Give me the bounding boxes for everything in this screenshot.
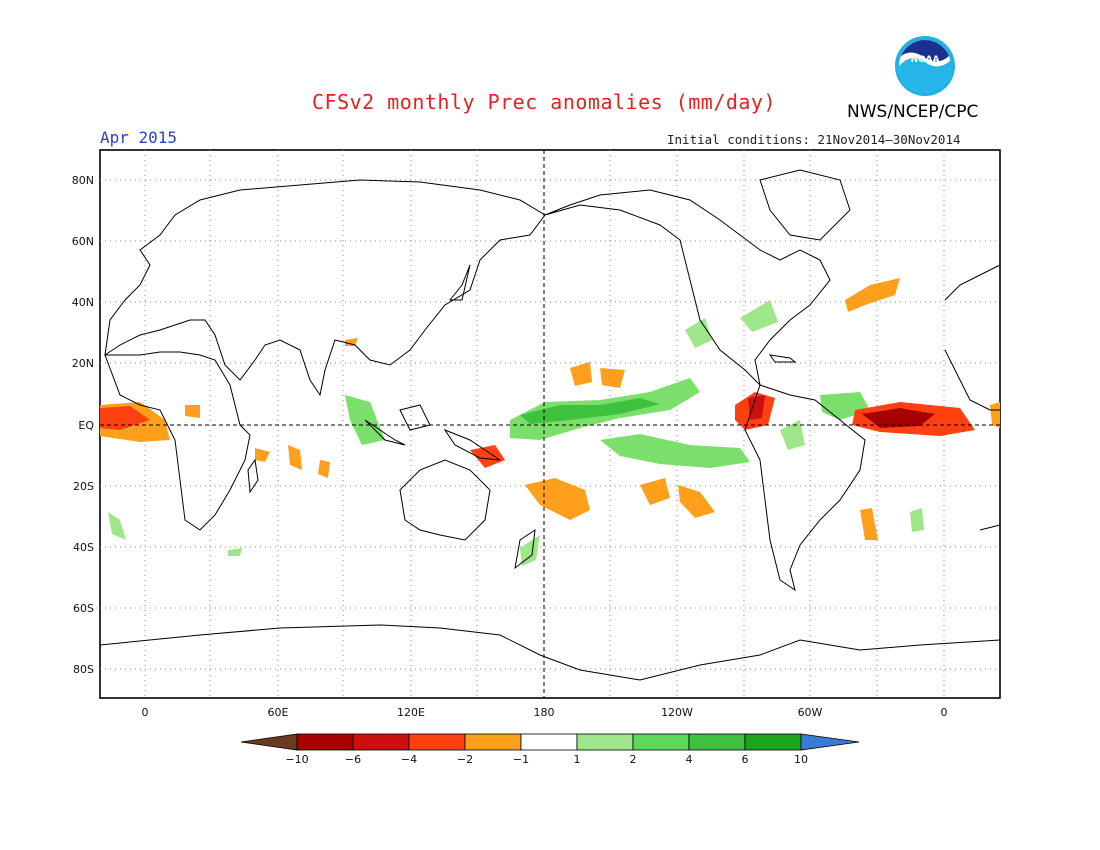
lon-label: 120W bbox=[661, 706, 693, 719]
legend-swatch bbox=[576, 733, 634, 751]
lat-axis-labels: 80N 60N 40N 20N EQ 20S 40S 60S 80S bbox=[72, 174, 95, 676]
legend-tick-label: −10 bbox=[285, 753, 308, 766]
legend-swatch bbox=[632, 733, 690, 751]
legend-swatch bbox=[296, 733, 354, 751]
lat-label: 60S bbox=[73, 602, 94, 615]
legend-tick-label: 1 bbox=[574, 753, 581, 766]
color-legend: −10 −6 −4 −2 −1 1 2 4 6 10 bbox=[240, 733, 860, 766]
noaa-logo-text: NOAA bbox=[911, 55, 940, 65]
lat-label: 80S bbox=[73, 663, 94, 676]
lon-label: 0 bbox=[142, 706, 149, 719]
legend-swatch bbox=[352, 733, 410, 751]
map-title: CFSv2 monthly Prec anomalies (mm/day) bbox=[312, 90, 777, 114]
legend-swatch bbox=[408, 733, 466, 751]
lat-label: 20N bbox=[72, 357, 94, 370]
legend-arrow-low bbox=[240, 733, 298, 751]
legend-tick-label: 6 bbox=[742, 753, 749, 766]
coastlines bbox=[99, 169, 1001, 681]
legend-tick-label: 2 bbox=[630, 753, 637, 766]
legend-swatch bbox=[688, 733, 746, 751]
initial-conditions: Initial conditions: 21Nov2014–30Nov2014 bbox=[667, 132, 961, 147]
agency-label: NWS/NCEP/CPC bbox=[847, 102, 979, 122]
legend-tick-label: −2 bbox=[457, 753, 473, 766]
lon-label: 0 bbox=[941, 706, 948, 719]
legend-tick-label: 4 bbox=[686, 753, 693, 766]
lat-label: 20S bbox=[73, 480, 94, 493]
legend-tick-label: −6 bbox=[345, 753, 361, 766]
legend-arrow-high bbox=[800, 733, 860, 751]
lon-axis-labels: 0 60E 120E 180 120W 60W 0 bbox=[142, 706, 948, 719]
legend-tick-label: −4 bbox=[401, 753, 417, 766]
lon-label: 180 bbox=[534, 706, 555, 719]
lat-label: 40N bbox=[72, 296, 94, 309]
legend-swatch bbox=[744, 733, 802, 751]
legend-swatch bbox=[520, 733, 578, 751]
lat-label: EQ bbox=[78, 419, 94, 432]
forecast-month: Apr 2015 bbox=[100, 128, 178, 147]
lon-label: 120E bbox=[397, 706, 425, 719]
lat-label: 80N bbox=[72, 174, 94, 187]
lat-label: 60N bbox=[72, 235, 94, 248]
lon-label: 60E bbox=[268, 706, 289, 719]
lon-label: 60W bbox=[798, 706, 823, 719]
legend-swatch bbox=[464, 733, 522, 751]
legend-tick-label: −1 bbox=[513, 753, 529, 766]
noaa-logo-icon: NOAA bbox=[895, 36, 955, 96]
map-area bbox=[99, 149, 1001, 699]
legend-tick-label: 10 bbox=[794, 753, 808, 766]
lat-label: 40S bbox=[73, 541, 94, 554]
